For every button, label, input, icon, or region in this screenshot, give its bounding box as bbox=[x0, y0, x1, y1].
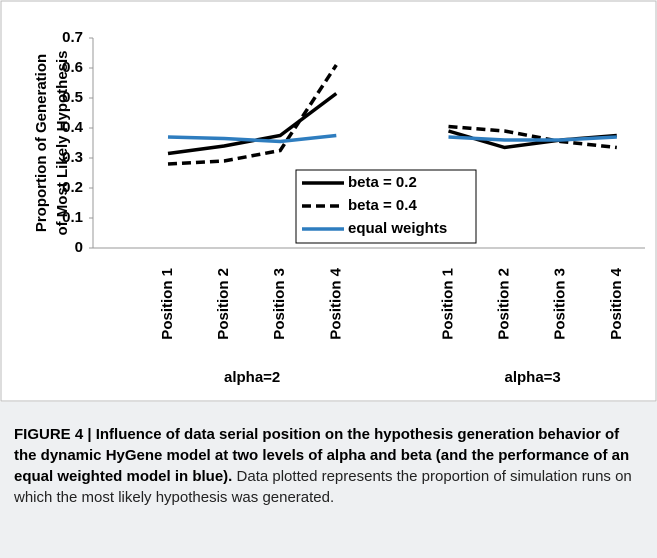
caption-title: FIGURE 4 | Influence of data serial posi… bbox=[14, 426, 630, 485]
caption: FIGURE 4 | Influence of data serial posi… bbox=[0, 402, 657, 558]
caption-text: Data plotted represents the proportion o… bbox=[14, 468, 632, 506]
y-tick-label: 0.7 bbox=[62, 29, 83, 46]
group-label: alpha=3 bbox=[505, 369, 561, 386]
y-axis-title: of Most Likely Hypothesis bbox=[54, 50, 71, 235]
series-line bbox=[448, 124, 617, 150]
y-axis-title: Proportion of Generation bbox=[33, 54, 50, 232]
x-tick-label: Position 1 bbox=[439, 268, 456, 340]
chart: Proportion of Generation of Most Likely … bbox=[0, 0, 657, 402]
y-tick-label: 0.6 bbox=[62, 59, 83, 76]
y-tick-label: 0.3 bbox=[62, 149, 83, 166]
series-line bbox=[167, 64, 338, 166]
x-tick-label: Position 2 bbox=[215, 268, 232, 340]
legend-label: equal weights bbox=[348, 220, 447, 237]
legend-label: beta = 0.4 bbox=[348, 197, 417, 214]
group-label: alpha=2 bbox=[224, 369, 280, 386]
series-line bbox=[448, 135, 617, 142]
y-tick-label: 0.2 bbox=[62, 179, 83, 196]
x-tick-label: Position 1 bbox=[159, 268, 176, 340]
x-tick-label: Position 3 bbox=[552, 268, 569, 340]
y-tick-label: 0.5 bbox=[62, 89, 83, 106]
y-tick-label: 0 bbox=[75, 239, 83, 256]
x-tick-label: Position 4 bbox=[327, 267, 344, 339]
legend-label: beta = 0.2 bbox=[348, 174, 417, 191]
x-tick-label: Position 4 bbox=[608, 267, 625, 339]
y-tick-label: 0.1 bbox=[62, 209, 83, 226]
x-tick-label: Position 3 bbox=[271, 268, 288, 340]
y-tick-label: 0.4 bbox=[62, 119, 84, 136]
x-tick-label: Position 2 bbox=[496, 268, 513, 340]
series-line bbox=[167, 133, 337, 144]
